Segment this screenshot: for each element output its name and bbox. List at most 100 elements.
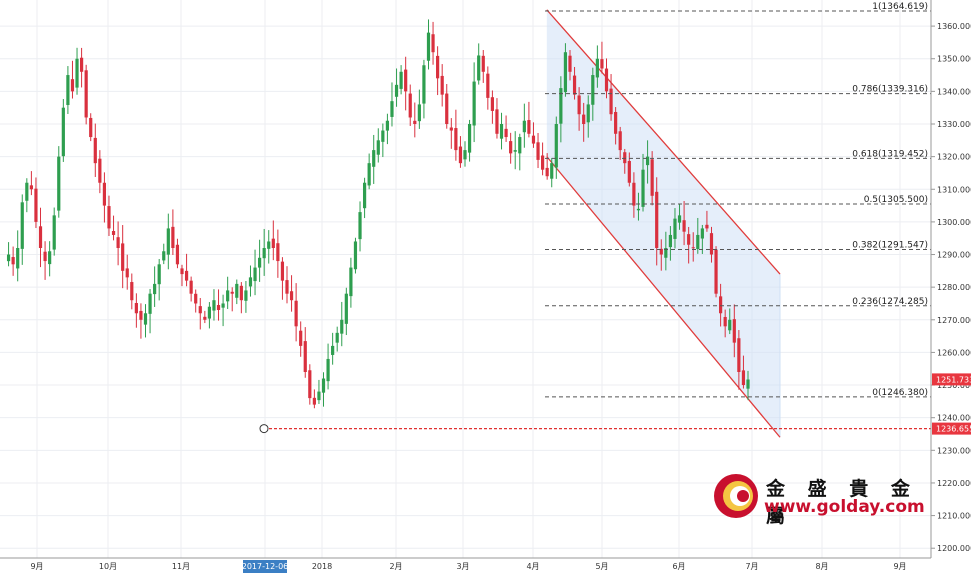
candle-body: [166, 228, 170, 255]
candle-body: [111, 230, 116, 235]
y-tick-label: 1220.000: [937, 479, 971, 488]
candle-body: [413, 120, 417, 124]
candle-body: [139, 310, 143, 320]
candle-body: [299, 330, 303, 346]
candle-body: [677, 215, 682, 223]
candle-body: [11, 257, 15, 265]
y-tick-label: 1230.000: [937, 446, 971, 455]
candle-body: [559, 88, 563, 124]
y-tick-label: 1270.000: [937, 316, 971, 325]
candle-body: [728, 319, 732, 331]
support-line: [259, 424, 931, 434]
candle-body: [591, 75, 595, 105]
candle-body: [463, 150, 467, 160]
y-tick-label: 1250.000: [937, 381, 971, 390]
candle-body: [673, 218, 677, 239]
x-tick-label: 10月: [99, 562, 117, 571]
x-tick-label: 9月: [30, 562, 43, 571]
candle-body: [390, 101, 394, 117]
x-tick-label: 7月: [745, 562, 758, 571]
candle-body: [746, 379, 750, 389]
x-tick-label: 9月: [893, 562, 906, 571]
candle-body: [102, 182, 107, 206]
candle-body: [381, 130, 385, 142]
candle-body: [107, 206, 111, 229]
candle-body: [253, 267, 257, 282]
fibonacci-levels: 1(1364.619) 0.786(1339.316) 0.618(1319.452…: [545, 2, 931, 398]
candle-body: [66, 75, 70, 106]
candle-body: [372, 150, 376, 167]
candle-body: [216, 305, 221, 310]
x-tick-label: 4月: [526, 562, 539, 571]
candle-body: [709, 233, 714, 255]
y-tick-label: 1290.000: [937, 251, 971, 260]
candle-body: [572, 75, 577, 95]
candle-body: [645, 156, 650, 166]
candle-body: [714, 249, 718, 294]
candle-body: [84, 70, 88, 118]
candle-body: [276, 243, 280, 262]
candle-body: [385, 120, 390, 131]
candle-body: [340, 319, 344, 334]
logo-emblem-icon: [714, 474, 758, 518]
candle-body: [180, 268, 184, 275]
y-tick-label: 1350.000: [937, 55, 971, 64]
candle-body: [230, 291, 234, 294]
candle-body: [454, 128, 458, 151]
support-price-tag: 1236.655: [936, 425, 971, 434]
candle-body: [198, 306, 202, 314]
candle-body: [326, 358, 330, 382]
candle-body: [623, 152, 627, 164]
candle-body: [719, 296, 723, 314]
candle-body: [70, 79, 75, 92]
candle-body: [143, 313, 148, 325]
x-tick-label-highlighted: 2017-12-06: [242, 562, 289, 571]
watermark-url: www.golday.com: [764, 497, 925, 517]
candle-body: [271, 238, 275, 248]
candle-body: [436, 55, 440, 79]
trend-channel: [546, 9, 781, 438]
candle-body: [244, 290, 248, 301]
candle-body: [52, 215, 56, 250]
y-tick-label: 1340.000: [937, 87, 971, 96]
channel-edge: [779, 274, 781, 438]
candle-body: [262, 248, 266, 259]
candle-body: [422, 65, 426, 104]
candle-body: [289, 291, 294, 301]
candle-body: [668, 234, 673, 248]
y-tick-label: 1320.000: [937, 153, 971, 162]
fib-level-label: 0.786(1339.316): [852, 85, 928, 95]
candle-body: [212, 300, 216, 311]
candle-body: [121, 243, 125, 271]
candle-body: [367, 163, 371, 186]
candle-body: [568, 55, 572, 72]
candle-body: [6, 254, 11, 262]
candle-body: [586, 104, 590, 123]
candle-body: [513, 150, 517, 152]
candle-body: [563, 52, 568, 93]
candle-body: [399, 71, 403, 89]
candle-body: [189, 280, 193, 294]
candle-body: [321, 378, 326, 393]
candle-body: [486, 73, 490, 98]
y-tick-label: 1210.000: [937, 512, 971, 521]
channel-upper-line: [546, 9, 781, 275]
candle-body: [153, 283, 157, 295]
candle-body: [700, 228, 704, 239]
candle-body: [162, 251, 166, 261]
candle-body: [440, 75, 444, 95]
candle-body: [38, 226, 43, 248]
x-tick-label: 3月: [456, 562, 469, 571]
candle-body: [317, 391, 321, 401]
candle-body: [226, 290, 230, 302]
candle-body: [445, 93, 449, 124]
candle-body: [394, 84, 399, 97]
candle-body: [331, 345, 335, 355]
candle-body: [258, 257, 262, 268]
candle-body: [687, 234, 691, 245]
candle-body: [495, 109, 499, 134]
candle-body: [34, 188, 38, 222]
candle-body: [545, 167, 549, 177]
fib-level-label: 0.618(1319.452): [852, 149, 928, 159]
support-anchor-marker: [259, 424, 269, 434]
